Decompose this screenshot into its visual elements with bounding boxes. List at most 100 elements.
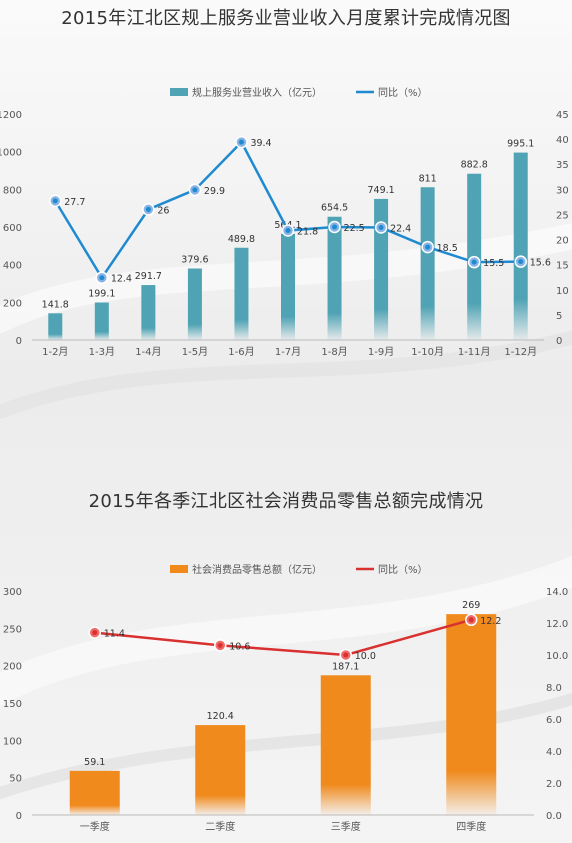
chart-2-title: 2015年各季江北区社会消费品零售总额完成情况	[88, 491, 484, 512]
y-left-tick-label: 1000	[0, 148, 22, 159]
y-left-tick-label: 800	[3, 185, 22, 196]
legend-line-label: 同比（%）	[378, 564, 428, 576]
bar-value-label: 269	[462, 600, 480, 611]
legend-bar-label: 规上服务业营业收入（亿元）	[192, 86, 322, 99]
line-series	[94, 618, 472, 657]
y-right-tick-label: 10	[556, 286, 569, 297]
y-left-tick-label: 200	[3, 662, 22, 673]
x-tick-label: 1-5月	[182, 346, 208, 358]
y-right-tick-label: 20	[556, 236, 569, 247]
bar	[141, 285, 156, 340]
bar-value-label: 811	[419, 173, 437, 184]
line-value-label: 15.6	[530, 258, 551, 269]
y-right-tick-label: 30	[556, 185, 569, 196]
line-point-core	[192, 187, 198, 193]
legend-bar-label: 社会消费品零售总额（亿元）	[192, 563, 322, 576]
line-point-core	[471, 259, 477, 265]
bar-value-label: 749.1	[367, 185, 394, 196]
y-right-tick-label: 10.0	[546, 651, 568, 662]
line-point-core	[468, 617, 474, 623]
x-tick-label: 1-11月	[458, 346, 491, 358]
bar-value-label: 59.1	[84, 757, 105, 768]
line-point-core	[145, 206, 151, 212]
chart-2: 社会消费品零售总额（亿元） 同比（%） 0 50 100 150 200 250 300 0.0 2…	[3, 563, 568, 833]
x-tick-label: 1-2月	[42, 346, 68, 358]
y-right-tick-label: 2.0	[546, 779, 562, 790]
y-right-tick-label: 6.0	[546, 715, 562, 726]
bar-value-label: 291.7	[135, 271, 162, 282]
y-right-tick-label: 14.0	[546, 587, 568, 598]
bar-value-label: 199.1	[88, 289, 115, 300]
y-right-tick-label: 0	[556, 336, 562, 347]
y-left-tick-label: 400	[3, 261, 22, 272]
bar-value-label: 141.8	[42, 299, 69, 310]
line-value-label: 10.6	[229, 641, 250, 652]
x-tick-label: 1-8月	[321, 346, 347, 358]
y-left-tick-label: 250	[3, 624, 22, 635]
chart-1: 规上服务业营业收入（亿元） 同比（%） 0 200 400 600 800 1000 1200 0…	[0, 86, 569, 358]
legend: 社会消费品零售总额（亿元） 同比（%）	[170, 563, 428, 576]
bar	[327, 216, 342, 340]
y-right-tick-label: 40	[556, 135, 569, 146]
bar-value-label: 120.4	[207, 711, 234, 722]
x-tick-label: 1-6月	[228, 346, 254, 358]
bar-value-label: 379.6	[181, 255, 208, 266]
x-tick-label: 二季度	[205, 820, 235, 833]
legend-line-label: 同比（%）	[378, 87, 428, 99]
x-tick-label: 1-3月	[89, 346, 115, 358]
x-tick-label: 1-10月	[411, 346, 444, 358]
line-point-core	[99, 275, 105, 281]
y-right-tick-label: 4.0	[546, 747, 562, 758]
bar	[374, 198, 389, 340]
x-tick-label: 四季度	[456, 820, 486, 833]
bar	[187, 268, 202, 340]
line-value-label: 21.8	[297, 227, 318, 238]
line-point-core	[332, 224, 338, 230]
bar	[195, 725, 246, 815]
y-right-tick-label: 5	[556, 311, 562, 322]
bar	[320, 675, 371, 815]
y-right-tick-label: 0.0	[546, 811, 562, 822]
bar	[446, 614, 497, 815]
y-left-tick-label: 100	[3, 736, 22, 747]
line-value-label: 22.5	[344, 223, 365, 234]
line-point-core	[518, 259, 524, 265]
legend: 规上服务业营业收入（亿元） 同比（%）	[170, 86, 428, 99]
line-point-core	[92, 630, 98, 636]
x-tick-label: 三季度	[331, 820, 361, 833]
bar	[281, 233, 295, 340]
bar-value-label: 187.1	[332, 661, 359, 672]
y-left-tick-label: 0	[16, 811, 22, 822]
bar	[234, 247, 249, 340]
y-left-tick-label: 0	[16, 336, 22, 347]
line-point-core	[52, 198, 58, 204]
line-value-label: 26	[157, 205, 169, 216]
y-right-tick-label: 35	[556, 160, 569, 171]
line-point-core	[217, 642, 223, 648]
line-point-core	[238, 139, 244, 145]
y-left-tick-label: 1200	[0, 110, 22, 121]
y-right-tick-label: 12.0	[546, 619, 568, 630]
bar	[94, 302, 109, 340]
legend-bar-swatch	[170, 88, 188, 96]
line-value-label: 12.4	[111, 274, 132, 285]
bar	[513, 152, 528, 340]
line-value-label: 10.0	[355, 651, 376, 662]
line-point-core	[378, 225, 384, 231]
bar	[69, 770, 120, 815]
y-left-tick-label: 200	[3, 298, 22, 309]
line-value-label: 18.5	[437, 243, 458, 254]
y-left-tick-label: 300	[3, 587, 22, 598]
y-left-tick-label: 150	[3, 699, 22, 710]
y-right-tick-label: 45	[556, 110, 569, 121]
line-value-label: 27.7	[64, 197, 85, 208]
y-left-tick-label: 600	[3, 223, 22, 234]
y-right-tick-label: 25	[556, 210, 569, 221]
chart-1-title: 2015年江北区规上服务业营业收入月度累计完成情况图	[61, 8, 511, 29]
bar-value-label: 654.5	[321, 203, 348, 214]
line-value-label: 22.4	[390, 224, 411, 235]
line-value-label: 12.2	[480, 616, 501, 627]
line-point-core	[425, 244, 431, 250]
line-point-core	[285, 228, 291, 234]
line-value-label: 29.9	[204, 186, 225, 197]
